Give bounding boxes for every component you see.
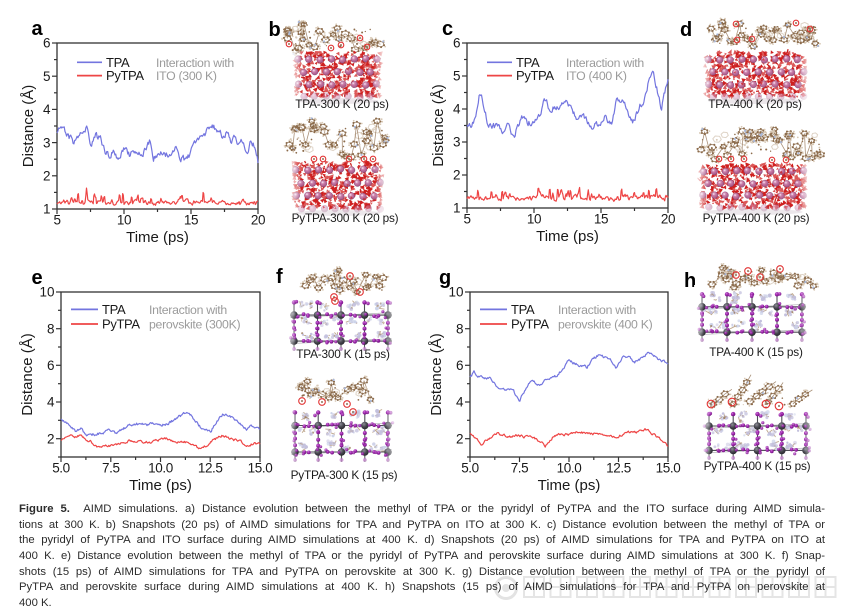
svg-text:ITO (400 K): ITO (400 K) xyxy=(566,69,627,83)
svg-text:5.0: 5.0 xyxy=(52,461,70,476)
svg-text:c: c xyxy=(442,18,453,40)
svg-text:5: 5 xyxy=(43,69,51,84)
svg-text:perovskite (400 K): perovskite (400 K) xyxy=(558,318,653,332)
svg-text:7.5: 7.5 xyxy=(511,461,529,476)
svg-text:7.5: 7.5 xyxy=(102,461,120,476)
svg-text:PyTPA: PyTPA xyxy=(511,317,549,332)
svg-text:2: 2 xyxy=(453,168,461,183)
svg-text:Time (ps): Time (ps) xyxy=(538,477,601,494)
svg-text:20: 20 xyxy=(661,212,675,227)
svg-text:4: 4 xyxy=(456,395,464,410)
svg-text:TPA: TPA xyxy=(516,55,540,70)
svg-text:12.5: 12.5 xyxy=(606,461,631,476)
svg-text:TPA: TPA xyxy=(106,55,130,70)
svg-text:10: 10 xyxy=(448,285,463,300)
svg-text:TPA-400 K (20 ps): TPA-400 K (20 ps) xyxy=(708,97,802,111)
svg-text:8: 8 xyxy=(456,321,464,336)
svg-text:Interaction with: Interaction with xyxy=(566,56,644,70)
svg-text:10.0: 10.0 xyxy=(148,461,173,476)
svg-text:b: b xyxy=(269,19,281,41)
svg-text:20: 20 xyxy=(251,213,265,228)
svg-text:10: 10 xyxy=(39,285,54,300)
svg-text:15: 15 xyxy=(184,213,198,228)
svg-text:PyTPA-400 K (20 ps): PyTPA-400 K (20 ps) xyxy=(703,211,810,225)
svg-text:6: 6 xyxy=(47,358,55,373)
svg-text:Interaction with: Interaction with xyxy=(149,303,227,317)
svg-text:TPA-300 K (20 ps): TPA-300 K (20 ps) xyxy=(295,97,389,111)
svg-text:4: 4 xyxy=(43,102,51,117)
svg-text:PyTPA: PyTPA xyxy=(106,68,144,83)
svg-text:5: 5 xyxy=(453,69,461,84)
svg-text:Distance (Å): Distance (Å) xyxy=(428,333,445,416)
svg-text:e: e xyxy=(32,267,43,289)
svg-text:10.0: 10.0 xyxy=(557,461,582,476)
svg-text:PyTPA: PyTPA xyxy=(516,68,554,83)
svg-text:2: 2 xyxy=(43,169,51,184)
svg-text:Distance (Å): Distance (Å) xyxy=(19,333,36,416)
svg-text:PyTPA-400 K (15 ps): PyTPA-400 K (15 ps) xyxy=(704,459,811,473)
svg-text:Time (ps): Time (ps) xyxy=(126,229,189,246)
svg-text:Distance (Å): Distance (Å) xyxy=(20,85,37,168)
svg-text:6: 6 xyxy=(43,36,51,51)
svg-text:Distance (Å): Distance (Å) xyxy=(430,84,447,167)
svg-text:2: 2 xyxy=(47,431,55,446)
svg-text:PyTPA-300 K (20 ps): PyTPA-300 K (20 ps) xyxy=(292,211,399,225)
svg-text:TPA-400 K (15 ps): TPA-400 K (15 ps) xyxy=(709,345,803,359)
svg-text:8: 8 xyxy=(47,321,55,336)
svg-text:TPA: TPA xyxy=(102,302,126,317)
svg-text:4: 4 xyxy=(47,395,55,410)
svg-text:15: 15 xyxy=(594,212,608,227)
svg-text:g: g xyxy=(439,267,451,289)
svg-text:1: 1 xyxy=(43,202,51,217)
svg-text:PyTPA: PyTPA xyxy=(102,317,140,332)
svg-text:TPA: TPA xyxy=(511,302,535,317)
svg-text:4: 4 xyxy=(453,102,461,117)
svg-text:3: 3 xyxy=(43,135,51,150)
svg-text:ITO (300 K): ITO (300 K) xyxy=(156,69,217,83)
svg-text:5: 5 xyxy=(463,212,470,227)
svg-text:1: 1 xyxy=(453,201,461,216)
svg-text:15.0: 15.0 xyxy=(656,461,681,476)
svg-text:6: 6 xyxy=(453,36,461,51)
svg-text:10: 10 xyxy=(527,212,541,227)
svg-text:5.0: 5.0 xyxy=(461,461,479,476)
svg-text:Interaction with: Interaction with xyxy=(156,56,234,70)
svg-text:Time (ps): Time (ps) xyxy=(129,477,192,494)
svg-text:perovskite (300K): perovskite (300K) xyxy=(149,318,240,332)
svg-text:TPA-300 K (15 ps): TPA-300 K (15 ps) xyxy=(296,347,390,361)
svg-text:f: f xyxy=(276,266,283,288)
svg-text:d: d xyxy=(680,19,692,41)
svg-text:15.0: 15.0 xyxy=(248,461,273,476)
svg-text:Time (ps): Time (ps) xyxy=(536,228,599,245)
svg-text:10: 10 xyxy=(117,213,131,228)
svg-text:Interaction with: Interaction with xyxy=(558,303,636,317)
svg-text:PyTPA-300 K (15 ps): PyTPA-300 K (15 ps) xyxy=(291,468,398,482)
svg-text:6: 6 xyxy=(456,358,464,373)
svg-text:5: 5 xyxy=(53,213,60,228)
svg-text:a: a xyxy=(32,18,44,40)
svg-text:h: h xyxy=(684,270,696,292)
svg-text:3: 3 xyxy=(453,135,461,150)
svg-text:2: 2 xyxy=(456,431,464,446)
svg-text:12.5: 12.5 xyxy=(198,461,223,476)
